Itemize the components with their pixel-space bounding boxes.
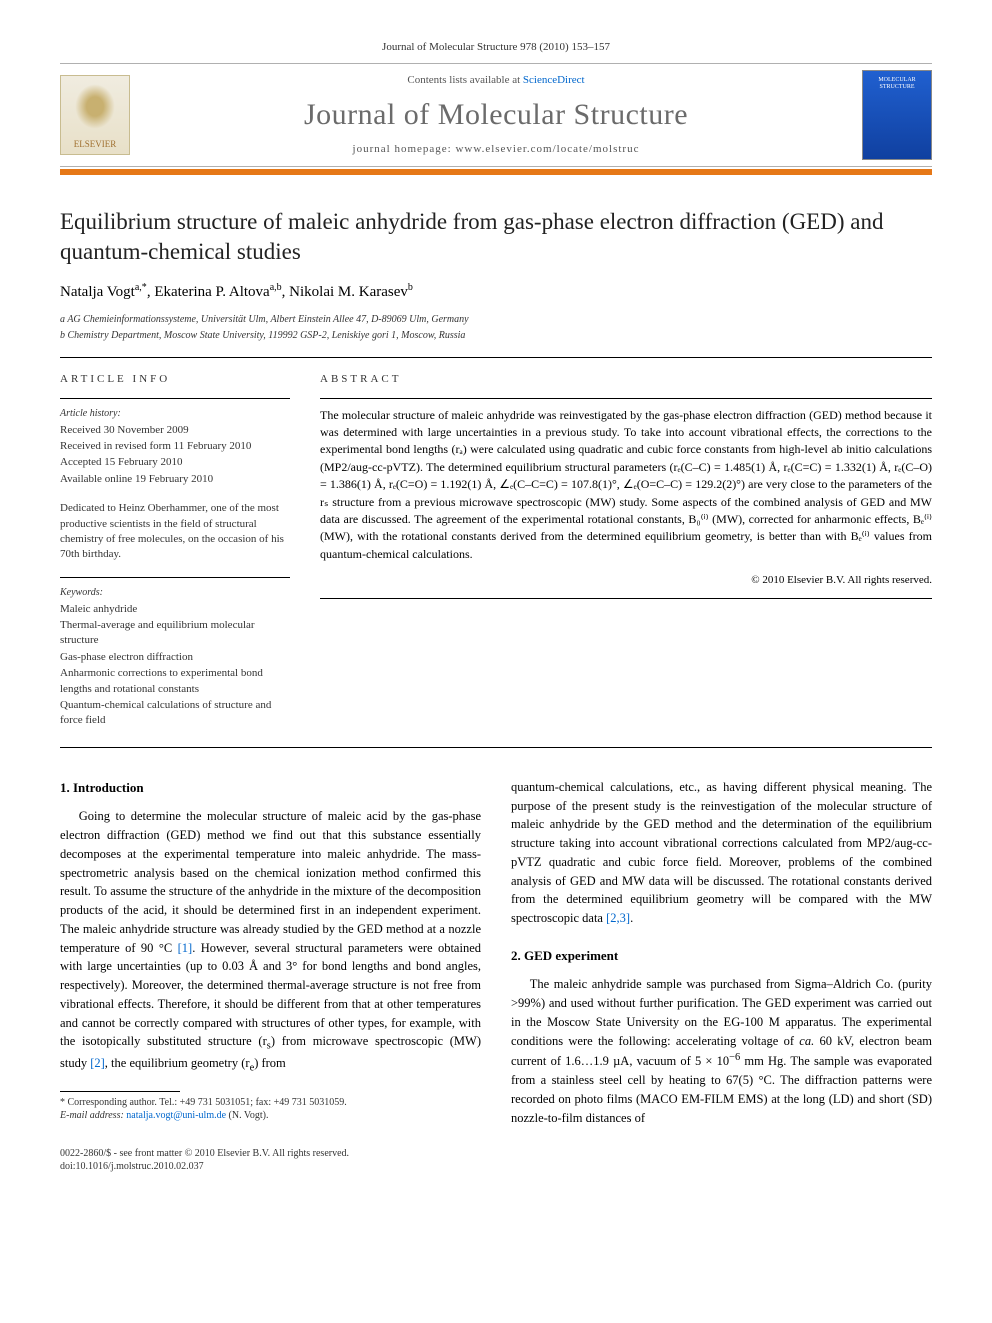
journal-reference: Journal of Molecular Structure 978 (2010… — [60, 40, 932, 55]
history-label: Article history: — [60, 407, 290, 421]
abstract-heading: ABSTRACT — [320, 372, 932, 387]
journal-cover-thumbnail: MOLECULAR STRUCTURE — [862, 70, 932, 160]
email-label: E-mail address: — [60, 1110, 124, 1121]
reference-link[interactable]: [2] — [90, 1056, 105, 1070]
corresponding-footnote: * Corresponding author. Tel.: +49 731 50… — [60, 1096, 481, 1122]
journal-header: ELSEVIER Contents lists available at Sci… — [60, 63, 932, 167]
ged-paragraph-1: The maleic anhydride sample was purchase… — [511, 975, 932, 1127]
elsevier-logo: ELSEVIER — [60, 75, 130, 155]
doi-line: doi:10.1016/j.molstruc.2010.02.037 — [60, 1160, 932, 1173]
journal-name: Journal of Molecular Structure — [142, 94, 850, 136]
intro-paragraph-1: Going to determine the molecular structu… — [60, 807, 481, 1076]
abstract-copyright: © 2010 Elsevier B.V. All rights reserved… — [320, 573, 932, 588]
email-link[interactable]: natalja.vogt@uni-ulm.de — [126, 1110, 226, 1121]
contents-line: Contents lists available at ScienceDirec… — [142, 73, 850, 88]
elsevier-logo-text: ELSEVIER — [74, 138, 117, 151]
divider — [60, 398, 290, 399]
article-title: Equilibrium structure of maleic anhydrid… — [60, 207, 932, 267]
footnote-divider — [60, 1091, 180, 1092]
history-line: Received in revised form 11 February 201… — [60, 439, 290, 454]
reference-link[interactable]: [1] — [178, 941, 193, 955]
divider — [320, 598, 932, 599]
history-line: Accepted 15 February 2010 — [60, 455, 290, 470]
sciencedirect-link[interactable]: ScienceDirect — [523, 74, 585, 86]
dedication: Dedicated to Heinz Oberhammer, one of th… — [60, 501, 290, 563]
keyword: Thermal-average and equilibrium molecula… — [60, 618, 290, 649]
cover-text: MOLECULAR STRUCTURE — [865, 77, 929, 90]
keyword: Gas-phase electron diffraction — [60, 650, 290, 665]
keyword: Anharmonic corrections to experimental b… — [60, 666, 290, 697]
divider — [60, 577, 290, 578]
author-affil-sup: a,* — [135, 282, 147, 293]
divider — [60, 357, 932, 358]
article-info-heading: ARTICLE INFO — [60, 372, 290, 387]
history-line: Available online 19 February 2010 — [60, 472, 290, 487]
abstract-text: The molecular structure of maleic anhydr… — [320, 407, 932, 564]
reference-link[interactable]: [2,3] — [606, 911, 630, 925]
affiliation: b Chemistry Department, Moscow State Uni… — [60, 329, 932, 343]
body-columns: 1. Introduction Going to determine the m… — [60, 778, 932, 1128]
issn-line: 0022-2860/$ - see front matter © 2010 El… — [60, 1147, 932, 1160]
abstract-column: ABSTRACT The molecular structure of male… — [320, 372, 932, 743]
affiliation: a AG Chemieinformationssysteme, Universi… — [60, 313, 932, 327]
accent-bar — [60, 169, 932, 175]
author-list: Natalja Vogta,*, Ekaterina P. Altovaa,b,… — [60, 281, 932, 303]
intro-paragraph-2: quantum-chemical calculations, etc., as … — [511, 778, 932, 928]
email-who: (N. Vogt). — [229, 1110, 269, 1121]
keyword: Quantum-chemical calculations of structu… — [60, 698, 290, 729]
divider — [60, 747, 932, 748]
footnote-corr: * Corresponding author. Tel.: +49 731 50… — [60, 1096, 481, 1109]
keywords-label: Keywords: — [60, 586, 290, 600]
journal-homepage: journal homepage: www.elsevier.com/locat… — [142, 142, 850, 157]
divider — [320, 398, 932, 399]
history-line: Received 30 November 2009 — [60, 423, 290, 438]
header-center: Contents lists available at ScienceDirec… — [142, 73, 850, 158]
author-affil-sup: b — [408, 282, 413, 293]
author-affil-sup: a,b — [270, 282, 282, 293]
contents-prefix: Contents lists available at — [407, 74, 522, 86]
page-footer: 0022-2860/$ - see front matter © 2010 El… — [60, 1147, 932, 1173]
article-info-column: ARTICLE INFO Article history: Received 3… — [60, 372, 290, 743]
section-heading-ged: 2. GED experiment — [511, 946, 932, 966]
section-heading-intro: 1. Introduction — [60, 778, 481, 798]
keyword: Maleic anhydride — [60, 602, 290, 617]
